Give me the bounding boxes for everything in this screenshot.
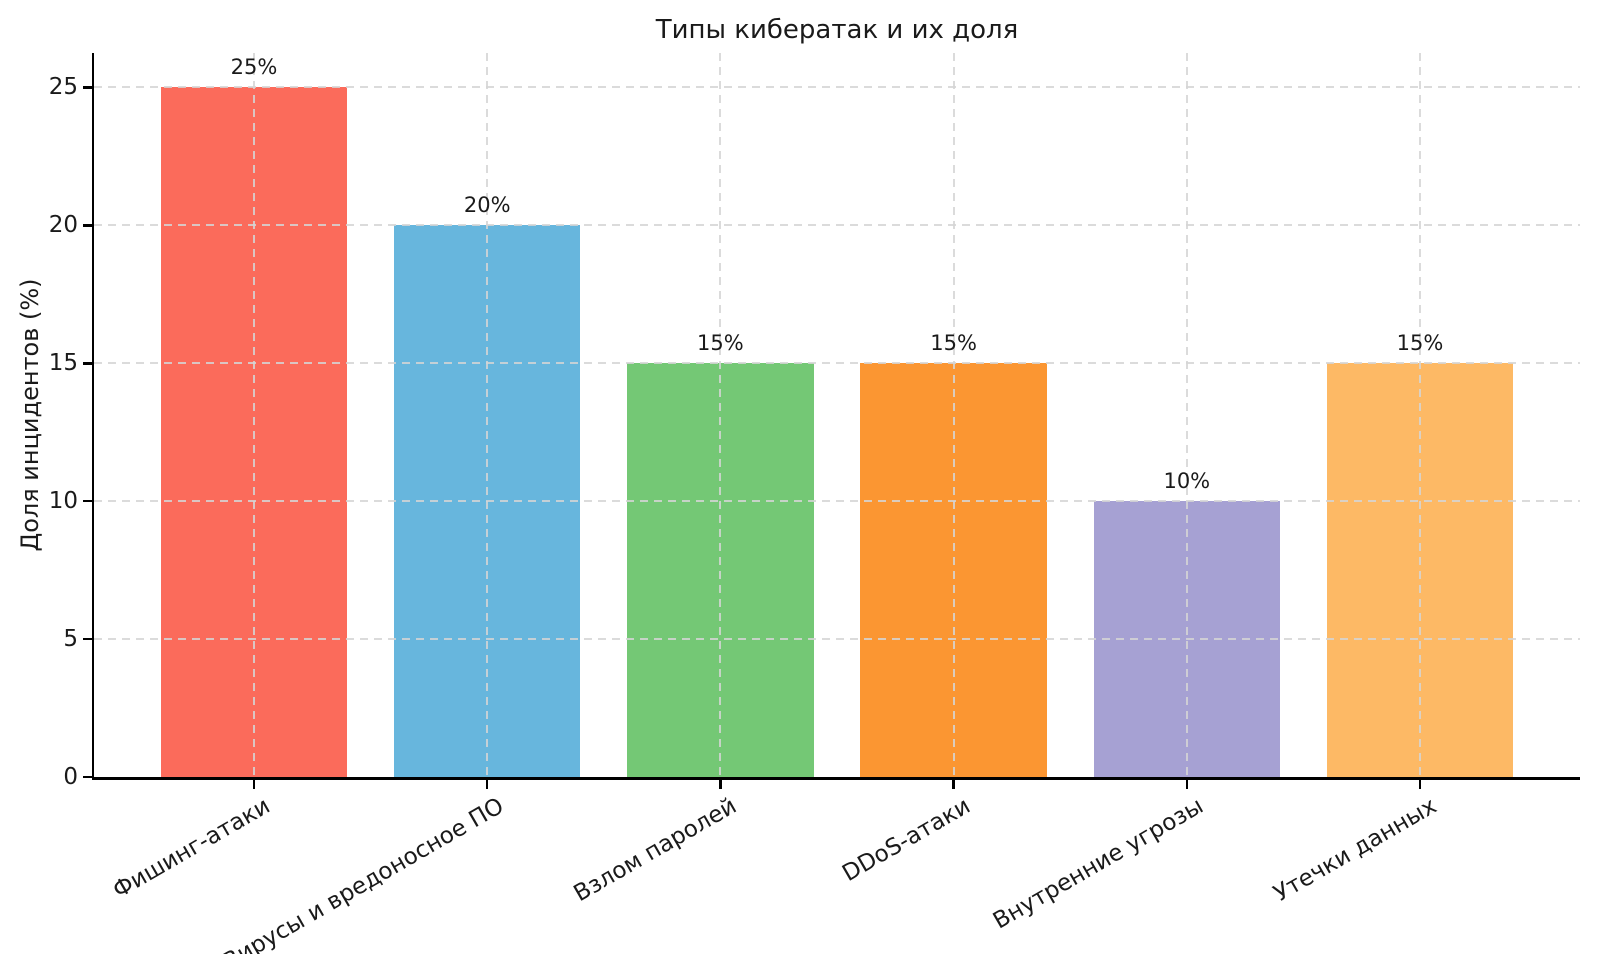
x-tick-mark bbox=[952, 779, 955, 789]
y-tick-mark bbox=[82, 86, 92, 89]
y-tick-label: 0 bbox=[63, 764, 78, 790]
left-spine bbox=[91, 53, 94, 780]
bar-value-label: 25% bbox=[230, 55, 278, 80]
y-tick-label: 15 bbox=[48, 350, 78, 377]
x-tick-label: Утечки данных bbox=[1269, 793, 1442, 908]
bar-ddos-attacks bbox=[860, 363, 1047, 777]
bar-value-label: 15% bbox=[697, 331, 744, 356]
x-tick-mark bbox=[252, 779, 256, 789]
y-tick-label: 10 bbox=[48, 488, 78, 515]
y-tick-mark bbox=[82, 637, 92, 641]
y-tick-mark bbox=[82, 499, 92, 503]
x-tick-mark bbox=[1185, 779, 1189, 789]
chart-title: Типы кибератак и их доля bbox=[655, 15, 1019, 45]
x-tick-label: DDoS-атаки bbox=[837, 793, 975, 887]
y-tick-label: 5 bbox=[63, 626, 78, 653]
x-tick-mark bbox=[485, 779, 489, 789]
y-tick-mark bbox=[82, 775, 92, 779]
x-tick-mark bbox=[719, 779, 722, 789]
bar-data-leaks bbox=[1326, 363, 1514, 777]
bottom-spine bbox=[91, 777, 1580, 780]
plot-area bbox=[94, 53, 1580, 777]
x-tick-mark bbox=[1418, 779, 1422, 789]
y-tick-mark bbox=[82, 362, 92, 365]
bar-value-label: 15% bbox=[1396, 331, 1444, 356]
bar-value-label: 20% bbox=[463, 193, 511, 218]
bar-insider-threats bbox=[1093, 501, 1281, 777]
bar-value-label: 15% bbox=[930, 331, 977, 356]
bar-password-cracking bbox=[627, 363, 814, 777]
x-tick-label: Внутренние угрозы bbox=[988, 793, 1208, 935]
x-tick-label: Взлом паролей bbox=[569, 793, 742, 908]
bar-viruses-malware bbox=[393, 225, 581, 777]
y-tick-label: 25 bbox=[48, 74, 78, 101]
x-tick-label: Фишинг-атаки bbox=[109, 793, 275, 904]
y-tick-mark bbox=[82, 224, 92, 227]
bar-value-label: 10% bbox=[1163, 469, 1211, 494]
y-tick-label: 20 bbox=[48, 212, 78, 239]
bar-phishing-attacks bbox=[160, 87, 348, 777]
